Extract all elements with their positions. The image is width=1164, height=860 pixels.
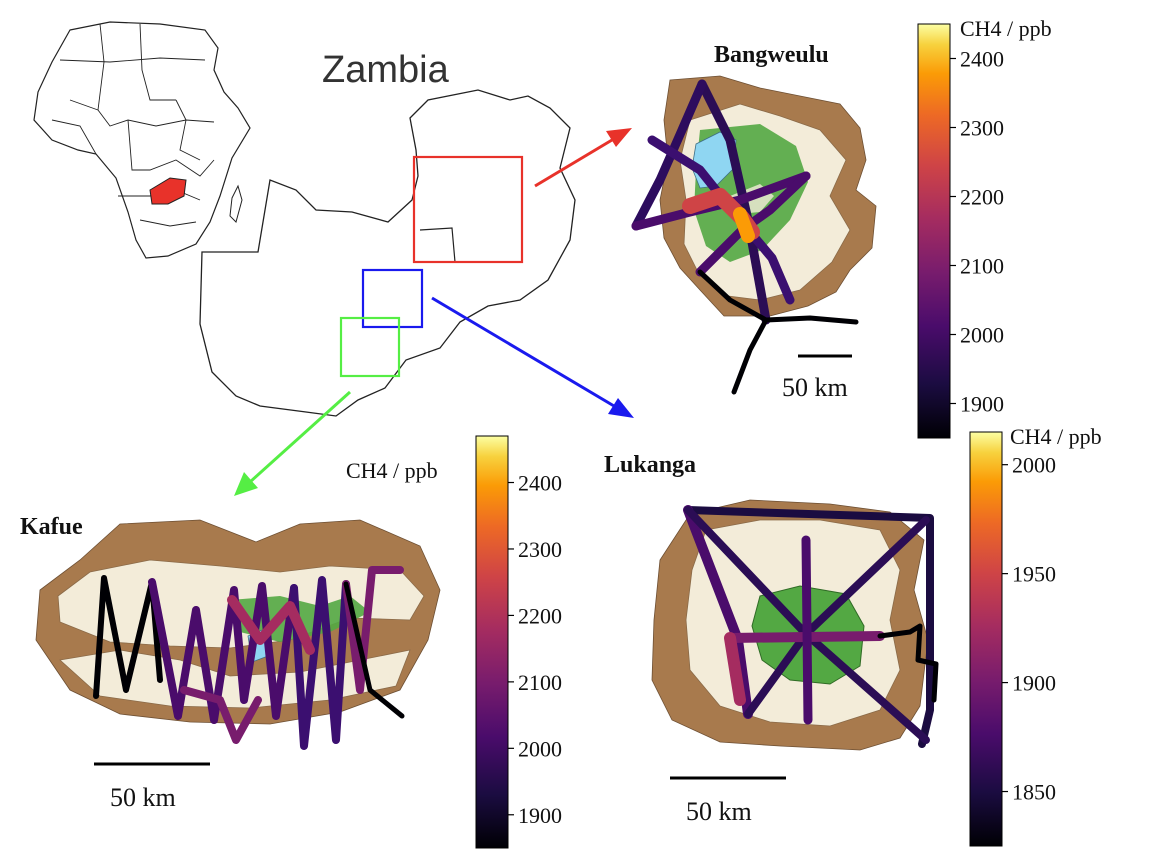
colorbar-lukanga-tick-label: 1900 bbox=[1012, 671, 1056, 696]
colorbar-lukanga-tick-label: 2000 bbox=[1012, 453, 1056, 478]
colorbar-bangweulu-tick-label: 1900 bbox=[960, 392, 1004, 417]
bangweulu-map: Bangweulu 50 km bbox=[631, 42, 877, 402]
colorbar-kafue-tick-label: 2000 bbox=[518, 736, 562, 761]
lukanga-map: Lukanga 50 km bbox=[604, 452, 939, 826]
colorbar-kafue: CH4 / ppb 2400 2300 2200 2100 2000 1900 bbox=[346, 435, 562, 849]
kafue-map: Kafue 50 km bbox=[20, 514, 441, 812]
colorbar-bangweulu-tick-label: 2200 bbox=[960, 185, 1004, 210]
madagascar bbox=[229, 184, 243, 223]
lukanga-title: Lukanga bbox=[604, 452, 696, 478]
colorbar-kafue-title: CH4 / ppb bbox=[346, 458, 438, 483]
colorbar-bangweulu-title: CH4 / ppb bbox=[960, 16, 1052, 41]
colorbar-lukanga-bar bbox=[969, 431, 1003, 847]
colorbar-bangweulu-tick-label: 2400 bbox=[960, 47, 1004, 72]
country-label: Zambia bbox=[322, 49, 450, 91]
colorbar-bangweulu-bar bbox=[917, 23, 951, 439]
colorbar-kafue-tick-label: 1900 bbox=[518, 803, 562, 828]
colorbar-kafue-tick-label: 2300 bbox=[518, 537, 562, 562]
arrow-to-lukanga bbox=[431, 296, 634, 418]
kafue-scale-label: 50 km bbox=[110, 783, 176, 812]
kafue-title: Kafue bbox=[20, 514, 83, 540]
bangweulu-region-box bbox=[412, 155, 524, 264]
colorbar-kafue-tick-label: 2200 bbox=[518, 603, 562, 628]
arrow-to-kafue bbox=[234, 390, 352, 496]
kafue-region-box bbox=[339, 316, 401, 378]
colorbar-lukanga-title: CH4 / ppb bbox=[1010, 424, 1102, 449]
africa-inset-map bbox=[33, 21, 251, 259]
colorbar-bangweulu-tick-label: 2300 bbox=[960, 116, 1004, 141]
colorbar-lukanga-tick-label: 1950 bbox=[1012, 562, 1056, 587]
arrow-to-bangweulu bbox=[534, 128, 632, 188]
colorbar-bangweulu-tick-label: 2100 bbox=[960, 254, 1004, 279]
zambia-outline bbox=[199, 89, 576, 417]
colorbar-kafue-bar bbox=[475, 435, 509, 849]
bangweulu-title: Bangweulu bbox=[714, 42, 829, 68]
colorbar-kafue-tick-label: 2400 bbox=[518, 471, 562, 496]
colorbar-bangweulu: CH4 / ppb 2400 2300 2200 2100 2000 1900 bbox=[917, 16, 1052, 439]
colorbar-lukanga-tick-label: 1850 bbox=[1012, 780, 1056, 805]
lukanga-region-box bbox=[361, 268, 424, 329]
colorbar-bangweulu-tick-label: 2000 bbox=[960, 323, 1004, 348]
lukanga-scale-label: 50 km bbox=[686, 797, 752, 826]
colorbar-lukanga: CH4 / ppb 2000 1950 1900 1850 bbox=[969, 424, 1102, 847]
colorbar-kafue-tick-label: 2100 bbox=[518, 670, 562, 695]
bangweulu-scale-label: 50 km bbox=[782, 373, 848, 402]
africa-outline bbox=[33, 21, 251, 259]
zambia-highlight bbox=[149, 177, 187, 205]
